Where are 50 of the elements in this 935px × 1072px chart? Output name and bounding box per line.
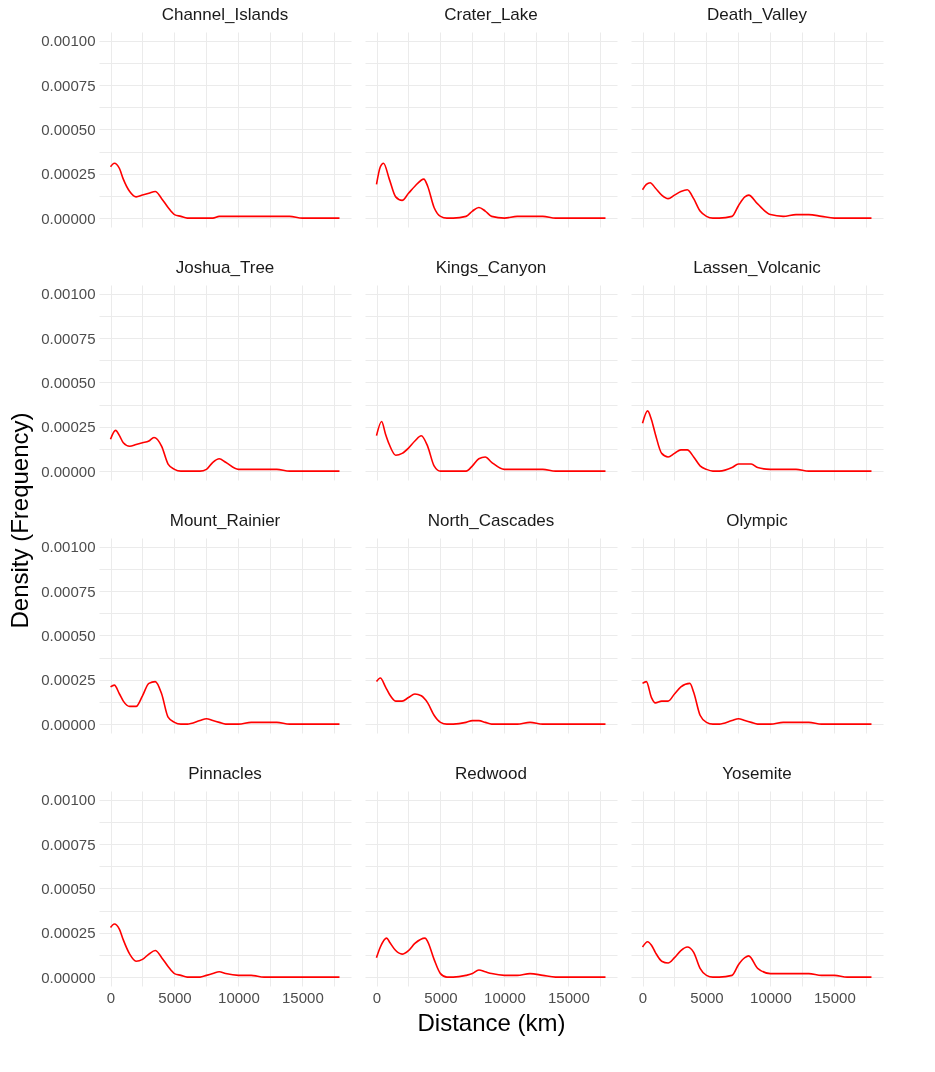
y-tick-label: 0.00025 <box>41 671 96 689</box>
line-series <box>109 429 341 472</box>
y-tick-label: 0.00000 <box>41 209 96 227</box>
y-tick-label: 0.00000 <box>41 968 96 986</box>
y-tick-label: 0.00000 <box>41 715 96 733</box>
x-tick-label: 5000 <box>690 988 724 1006</box>
x-tick-label: 10000 <box>484 988 526 1006</box>
x-tick-label: 5000 <box>158 988 192 1006</box>
chart-title: Crater_Lake <box>444 5 538 24</box>
chart-title: Olympic <box>726 511 789 530</box>
chart-title: Lassen_Volcanic <box>693 258 822 277</box>
line-series <box>109 162 341 219</box>
chart-title: Joshua_Tree <box>175 258 275 277</box>
y-tick-label: 0.00075 <box>41 582 96 600</box>
y-tick-label: 0.00100 <box>41 285 96 303</box>
y-tick-label: 0.00050 <box>41 121 96 138</box>
y-tick-label: 0.00000 <box>41 462 96 480</box>
y-tick-label: 0.00075 <box>41 76 96 94</box>
x-tick-label: 0 <box>106 988 116 1006</box>
chart-title: Channel_Islands <box>161 5 289 24</box>
chart-title: Pinnacles <box>188 764 262 783</box>
x-axis-title: Distance (km) <box>417 1008 566 1036</box>
y-axis-title: Density (Frequency) <box>5 412 33 629</box>
chart-title: Death_Valley <box>707 5 808 24</box>
y-tick-label: 0.00025 <box>41 165 96 183</box>
x-tick-label: 0 <box>638 988 648 1006</box>
x-tick-label: 15000 <box>548 988 590 1006</box>
x-tick-label: 15000 <box>282 988 324 1006</box>
y-tick-label: 0.00100 <box>41 32 96 50</box>
x-tick-label: 5000 <box>424 988 458 1006</box>
line-series <box>109 923 341 978</box>
y-tick-label: 0.00100 <box>41 538 96 556</box>
y-tick-label: 0.00025 <box>41 418 96 436</box>
chart-title: North_Cascades <box>427 511 555 530</box>
y-tick-label: 0.00025 <box>41 924 96 942</box>
y-tick-label: 0.00075 <box>41 329 96 347</box>
x-tick-label: 0 <box>372 988 382 1006</box>
x-tick-label: 10000 <box>750 988 792 1006</box>
chart-title: Redwood <box>455 764 527 783</box>
chart-title: Yosemite <box>722 764 792 783</box>
chart-title: Mount_Rainier <box>169 511 281 530</box>
y-tick-label: 0.00050 <box>41 627 96 644</box>
x-tick-label: 10000 <box>218 988 260 1006</box>
chart-title: Kings_Canyon <box>435 258 547 277</box>
y-tick-label: 0.00050 <box>41 374 96 391</box>
y-tick-label: 0.00075 <box>41 835 96 853</box>
y-tick-label: 0.00100 <box>41 791 96 809</box>
line-series <box>109 680 341 725</box>
x-tick-label: 15000 <box>814 988 856 1006</box>
y-tick-label: 0.00050 <box>41 880 96 897</box>
